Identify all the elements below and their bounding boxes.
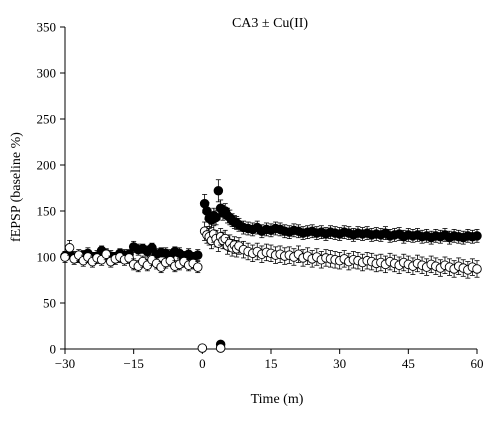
open-series — [60, 221, 482, 353]
y-axis-label: fEPSP (baseline %) — [9, 132, 24, 242]
data-point-filled — [211, 212, 221, 223]
data-point-filled — [147, 243, 157, 253]
y-tick-label: 100 — [37, 250, 57, 265]
data-point-open — [215, 343, 226, 353]
y-tick-label: 350 — [37, 20, 57, 35]
y-tick-label: 200 — [37, 158, 57, 173]
x-tick-label: 0 — [199, 356, 206, 371]
data-point-filled — [472, 231, 482, 241]
x-tick-label: 30 — [333, 356, 346, 371]
data-marks — [60, 179, 482, 353]
y-tick-label: 50 — [43, 296, 56, 311]
x-tick-label: 60 — [471, 356, 484, 371]
x-axis-label: Time (m) — [251, 392, 304, 407]
x-tick-label: 45 — [402, 356, 415, 371]
y-tick-label: 150 — [37, 204, 57, 219]
data-point-filled — [193, 250, 203, 260]
data-point-open — [197, 343, 208, 353]
chart-title: CA3 ± Cu(II) — [232, 16, 308, 31]
y-tick-label: 0 — [50, 342, 57, 357]
data-point-open — [124, 253, 134, 263]
y-tick-label: 300 — [37, 66, 57, 81]
x-tick-label: 15 — [265, 356, 278, 371]
axes: 0 50 100 150 200 250 300 350 −30 −15 0 15 30 45 60 — [37, 20, 484, 372]
data-point-open — [193, 262, 203, 272]
y-tick-label: 250 — [37, 112, 57, 127]
data-point-filled — [213, 186, 224, 196]
x-tick-label: −15 — [123, 356, 143, 371]
data-point-open — [64, 243, 75, 253]
data-point-open — [472, 264, 482, 274]
x-tick-label: −30 — [55, 356, 75, 371]
data-point-open — [60, 252, 70, 262]
